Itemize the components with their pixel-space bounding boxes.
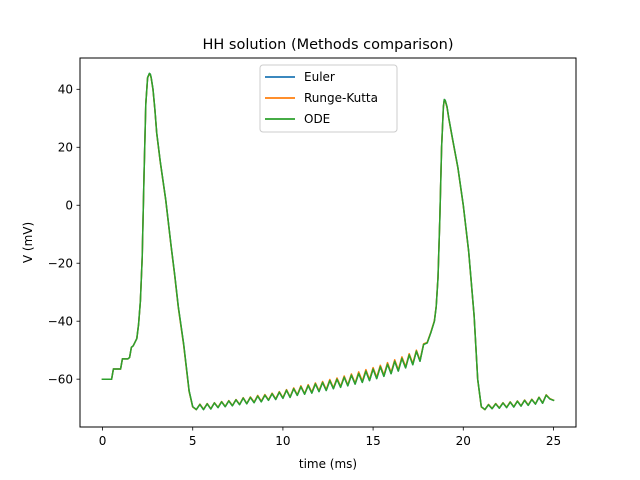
y-tick-label: −40 [48, 314, 73, 328]
legend-label: Runge-Kutta [304, 91, 378, 105]
legend-items: Euler Runge-Kutta ODE [265, 70, 378, 126]
series-line-ode [101, 72, 555, 411]
y-tick-label: 40 [58, 83, 73, 97]
x-tick-label: 20 [456, 434, 471, 448]
y-tick-label: −60 [48, 372, 73, 386]
y-axis-label: V (mV) [21, 222, 35, 263]
y-tick-label: −20 [48, 257, 73, 271]
y-tick-label: 20 [58, 141, 73, 155]
x-axis-label: time (ms) [299, 457, 357, 471]
chart-title: HH solution (Methods comparison) [203, 37, 454, 53]
x-axis: 0 5 10 15 20 25 [99, 427, 561, 448]
legend-label: Euler [304, 70, 335, 84]
x-tick-label: 0 [99, 434, 107, 448]
y-axis: −60 −40 −20 0 20 40 [48, 83, 80, 386]
x-tick-label: 15 [365, 434, 380, 448]
series-layer [101, 72, 555, 411]
x-tick-label: 25 [546, 434, 561, 448]
legend-frame [259, 64, 398, 133]
x-tick-label: 10 [275, 434, 290, 448]
y-tick-label: 0 [65, 199, 73, 213]
legend-label: ODE [304, 112, 330, 126]
x-tick-label: 5 [189, 434, 197, 448]
legend: Euler Runge-Kutta ODE [259, 64, 398, 133]
